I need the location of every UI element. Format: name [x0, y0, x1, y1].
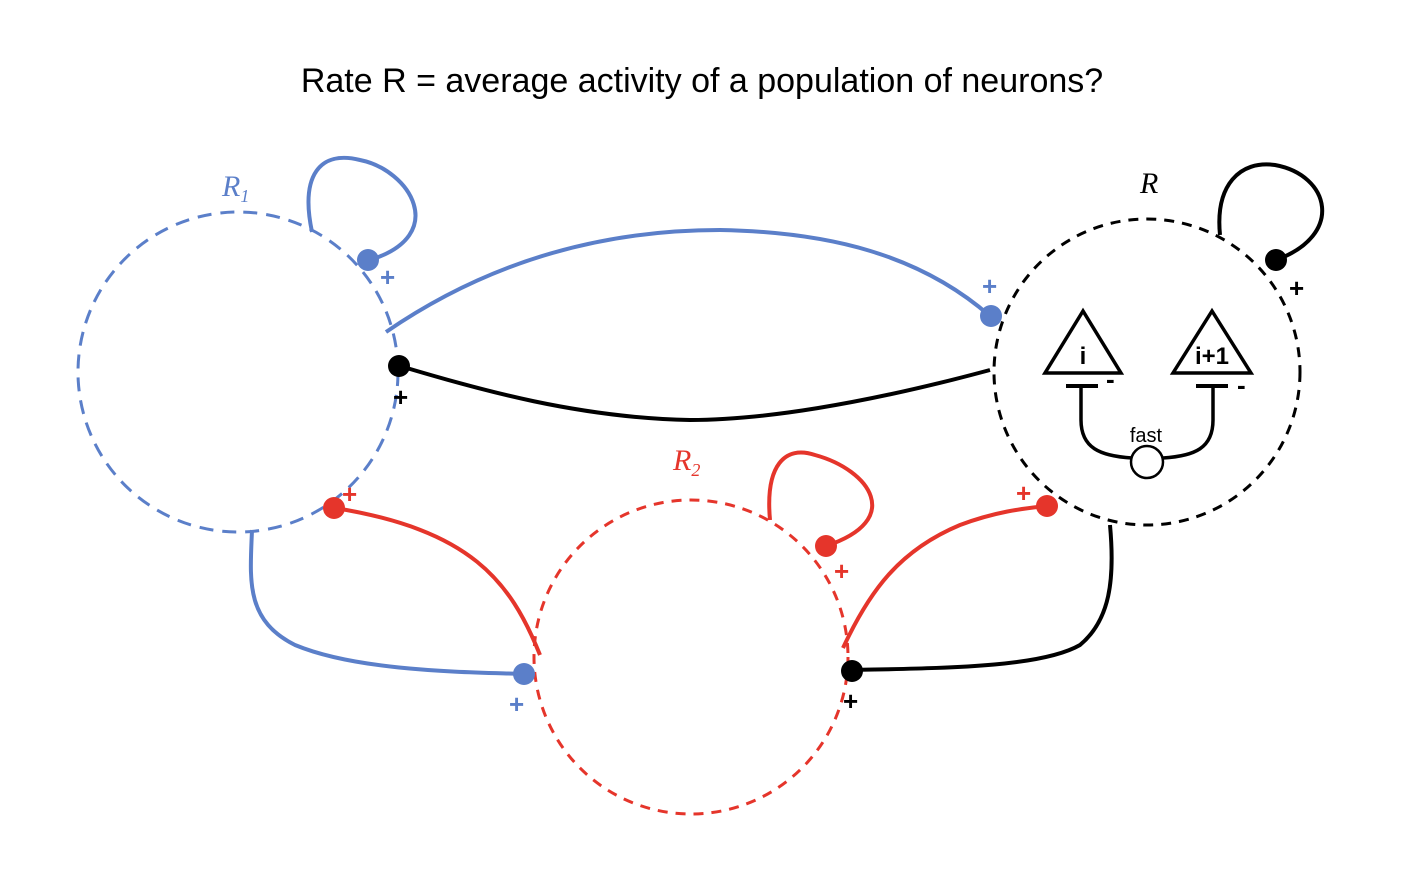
r1-self-plus: + — [380, 262, 395, 292]
r2-self-loop — [767, 450, 875, 548]
r1-to-r2-synapse — [513, 663, 535, 685]
r-to-r2-synapse — [841, 660, 863, 682]
population-r2-circle — [532, 498, 850, 816]
fast-interneuron — [1129, 444, 1165, 480]
r1-to-r-synapse — [980, 305, 1002, 327]
r2-to-r1-synapse — [323, 497, 345, 519]
neuron-i-plus-1-minus: - — [1237, 370, 1246, 400]
r-to-r1-plus: + — [393, 382, 408, 412]
neuron-i-minus: - — [1106, 364, 1115, 394]
r2-to-r1-plus: + — [342, 479, 357, 509]
r1-to-r2-connection — [248, 529, 525, 676]
neuron-i-label: i — [1080, 343, 1087, 370]
r-to-r2-connection — [851, 524, 1114, 672]
r2-self-plus: + — [834, 556, 849, 586]
r2-self-synapse — [815, 535, 837, 557]
r-to-r1-connection — [399, 364, 991, 423]
r1-self-loop — [306, 155, 418, 262]
r2-to-r-synapse — [1036, 495, 1058, 517]
fast-label: fast — [1130, 425, 1163, 447]
population-r-circle — [992, 217, 1302, 527]
neuron-i-plus-1-label: i+1 — [1195, 343, 1229, 370]
r-self-loop — [1217, 162, 1324, 262]
neuron-i-plus-1-triangle — [1169, 307, 1255, 375]
population-r-label: R — [1139, 167, 1158, 200]
r1-to-r-connection — [384, 227, 992, 334]
neuron-i: i — [1041, 307, 1125, 375]
r-self-plus: + — [1289, 273, 1304, 303]
population-r1-label: R1 — [221, 170, 249, 206]
r-to-r2-plus: + — [843, 686, 858, 716]
r2-to-r-plus: + — [1016, 478, 1031, 508]
r1-to-r-plus: + — [982, 271, 997, 301]
r2-to-r1-connection — [334, 506, 542, 656]
neuron-i-triangle — [1041, 307, 1125, 375]
fast-inhibition-loop — [1079, 388, 1215, 460]
r1-to-r2-plus: + — [509, 689, 524, 719]
population-r2-label: R2 — [672, 444, 700, 480]
page-title: Rate R = average activity of a populatio… — [301, 62, 1103, 100]
r-to-r1-synapse — [388, 355, 410, 377]
r-self-synapse — [1265, 249, 1287, 271]
neuron-i-plus-1: i+1 — [1169, 307, 1255, 375]
r1-self-synapse — [357, 249, 379, 271]
r2-to-r-connection — [841, 504, 1048, 649]
